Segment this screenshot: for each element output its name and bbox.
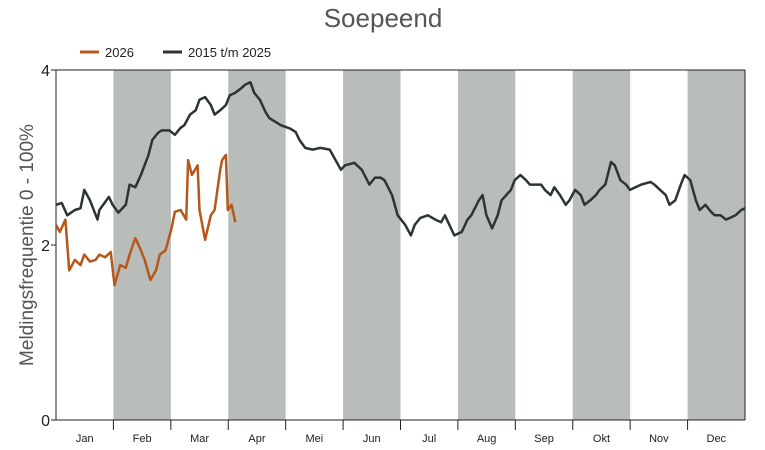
x-tick-label-aug: Aug (477, 433, 497, 445)
y-tick-label: 4 (41, 63, 50, 80)
y-tick-label: 2 (41, 238, 50, 255)
legend-label: 2015 t/m 2025 (188, 45, 271, 60)
x-tick-label-mar: Mar (190, 433, 209, 445)
x-tick-label-okt: Okt (593, 433, 610, 445)
x-tick-label-jul: Jul (422, 433, 436, 445)
month-shade-okt (572, 70, 631, 420)
chart-title: Soepeend (324, 3, 443, 33)
series-line-2015-t-m-2025 (55, 81, 746, 237)
month-shade-feb (113, 70, 171, 420)
month-shading (113, 70, 745, 420)
x-tick-label-apr: Apr (248, 433, 265, 445)
x-tick-label-nov: Nov (649, 433, 669, 445)
month-shade-dec (687, 70, 745, 420)
x-tick-label-jun: Jun (363, 433, 381, 445)
axes: 0 2 4 Jan Feb Mar Apr Mei Jun Jul Aug Sep Okt Nov Dec (41, 63, 746, 445)
series-line-2026 (54, 153, 237, 287)
y-axis-label: Meldingsfrequentie 0 - 100% (17, 124, 38, 366)
x-tick-label-mei: Mei (306, 433, 324, 445)
series-lines (54, 81, 746, 287)
legend-label: 2026 (105, 45, 134, 60)
month-shade-jun (343, 70, 401, 420)
legend: 2026 2015 t/m 2025 (80, 45, 271, 60)
x-tick-label-sep: Sep (534, 433, 554, 445)
y-tick-label: 0 (41, 413, 50, 430)
x-tick-label-feb: Feb (133, 433, 152, 445)
x-tick-label-dec: Dec (707, 433, 727, 445)
x-tick-label-jan: Jan (76, 433, 94, 445)
month-shade-aug (457, 70, 516, 420)
month-shade-apr (228, 70, 286, 420)
